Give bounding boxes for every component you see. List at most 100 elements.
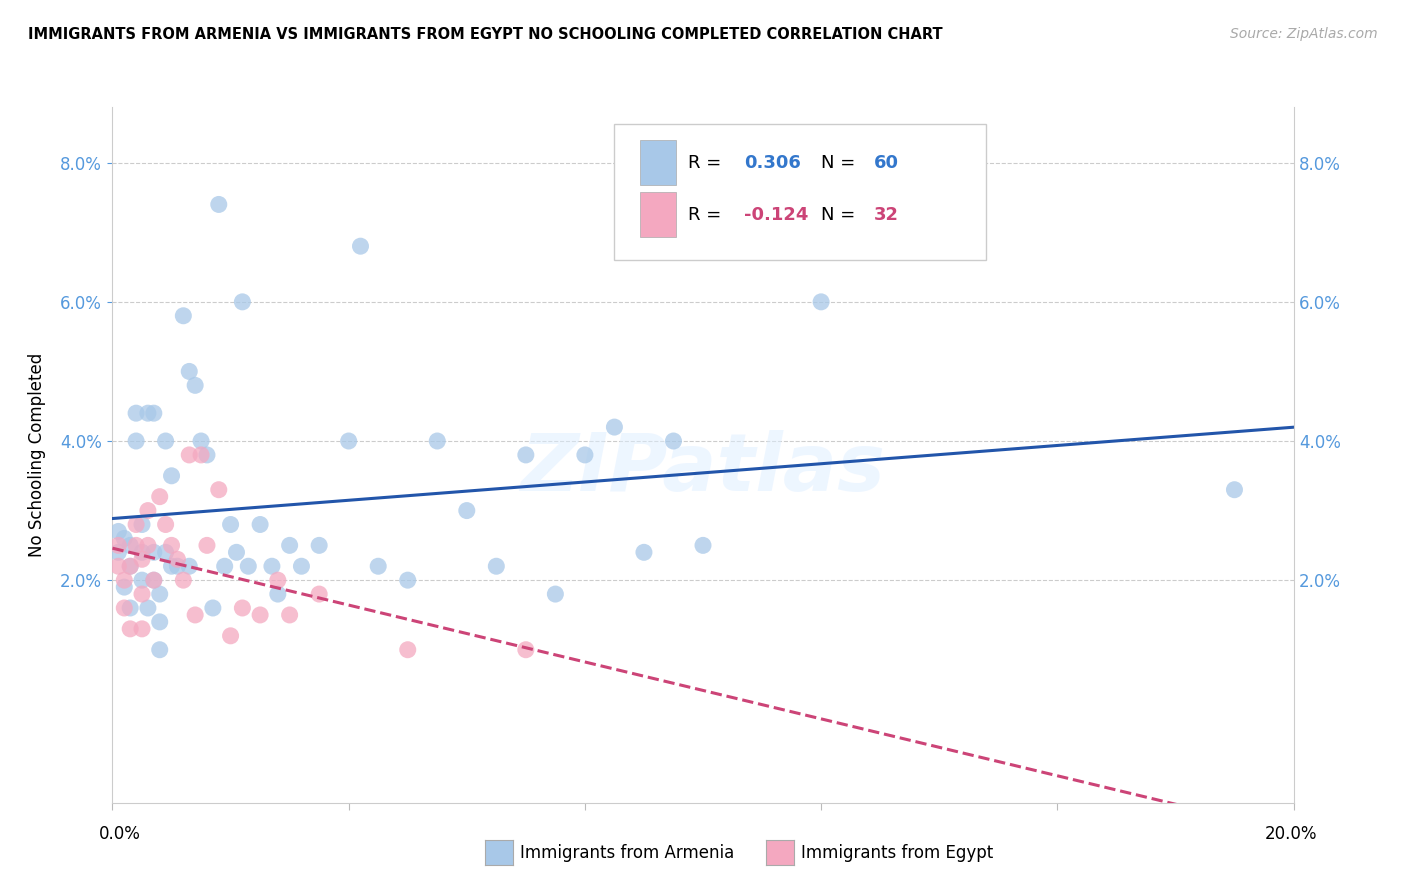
Point [166,552,188,566]
Point [190,434,212,448]
Point [142,545,165,559]
Point [208,197,231,211]
FancyBboxPatch shape [640,140,676,186]
Point [112,580,135,594]
Point [107,559,129,574]
Point [136,503,159,517]
Point [125,517,148,532]
Point [396,642,419,657]
Text: Source: ZipAtlas.com: Source: ZipAtlas.com [1230,27,1378,41]
Point [692,538,714,552]
Point [131,545,153,559]
Point [367,559,389,574]
Point [142,573,165,587]
Point [107,538,129,552]
Point [131,573,153,587]
Point [544,587,567,601]
Point [155,545,177,559]
Point [149,587,172,601]
Point [426,434,449,448]
Text: 0.0%: 0.0% [98,825,141,843]
Point [249,607,271,622]
Point [120,559,142,574]
Point [238,559,260,574]
Point [155,434,177,448]
Point [308,587,330,601]
Text: 60: 60 [875,153,900,171]
Point [142,573,165,587]
Point [112,601,135,615]
Point [267,573,290,587]
Point [603,420,626,434]
Point [290,559,312,574]
Point [662,434,685,448]
Point [184,607,207,622]
Text: 0.306: 0.306 [744,153,801,171]
Text: 32: 32 [875,206,900,224]
Point [142,406,165,420]
Text: 20.0%: 20.0% [1264,825,1317,843]
Point [179,559,201,574]
Point [225,545,247,559]
Point [278,607,301,622]
Point [485,559,508,574]
Text: IMMIGRANTS FROM ARMENIA VS IMMIGRANTS FROM EGYPT NO SCHOOLING COMPLETED CORRELAT: IMMIGRANTS FROM ARMENIA VS IMMIGRANTS FR… [28,27,943,42]
Text: R =: R = [688,153,727,171]
Point [1223,483,1246,497]
Y-axis label: No Schooling Completed: No Schooling Completed [28,353,46,557]
Point [515,448,537,462]
Point [267,587,290,601]
Point [184,378,207,392]
Point [136,538,159,552]
Point [349,239,371,253]
Point [231,294,253,309]
Point [396,573,419,587]
Point [155,517,177,532]
FancyBboxPatch shape [640,193,676,237]
FancyBboxPatch shape [614,124,987,260]
Point [260,559,283,574]
Point [125,406,148,420]
Point [574,448,596,462]
Point [131,517,153,532]
Point [107,545,129,559]
Point [249,517,271,532]
Point [131,552,153,566]
Point [219,517,242,532]
Point [195,538,218,552]
Text: Immigrants from Egypt: Immigrants from Egypt [801,844,994,862]
Point [231,601,253,615]
Point [120,601,142,615]
Point [195,448,218,462]
Point [149,615,172,629]
Point [149,490,172,504]
Point [131,622,153,636]
Point [278,538,301,552]
Text: N =: N = [821,153,860,171]
Point [172,573,194,587]
Text: ZIPatlas: ZIPatlas [520,430,886,508]
Text: R =: R = [688,206,727,224]
Point [172,309,194,323]
Point [112,532,135,546]
Point [160,468,183,483]
Point [633,545,655,559]
Point [120,538,142,552]
Point [456,503,478,517]
Point [149,642,172,657]
Text: Immigrants from Armenia: Immigrants from Armenia [520,844,734,862]
Point [219,629,242,643]
Point [136,406,159,420]
Text: N =: N = [821,206,860,224]
Point [112,573,135,587]
Point [160,538,183,552]
Point [160,559,183,574]
Point [120,559,142,574]
Point [131,587,153,601]
Point [337,434,360,448]
Point [136,601,159,615]
Point [208,483,231,497]
Point [201,601,224,615]
Text: -0.124: -0.124 [744,206,808,224]
Point [308,538,330,552]
